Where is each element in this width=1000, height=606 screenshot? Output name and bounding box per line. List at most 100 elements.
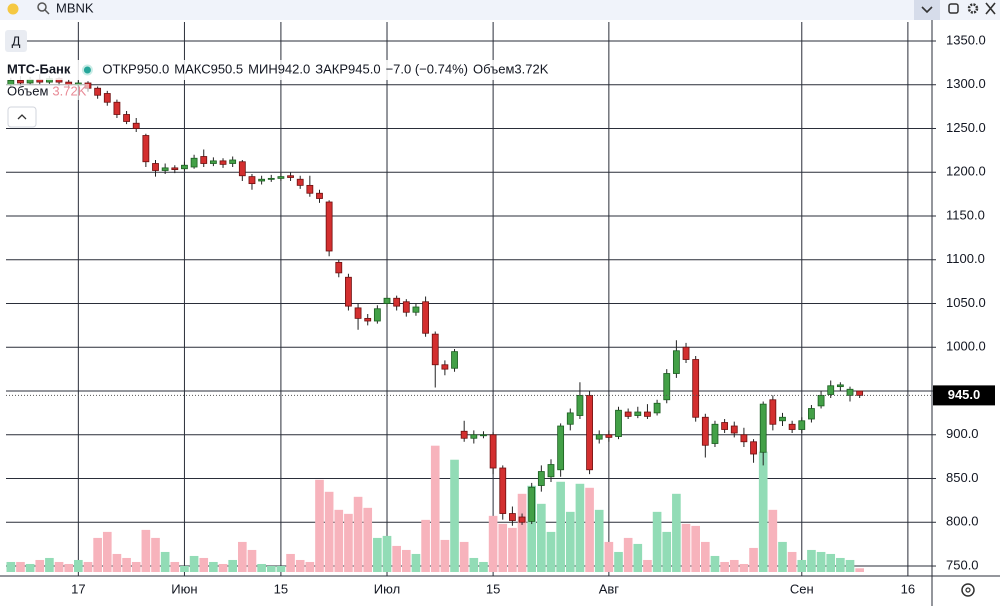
- candle-body: [335, 261, 343, 274]
- x-tick-label: 15: [486, 581, 500, 596]
- search-icon[interactable]: [37, 2, 47, 12]
- candle-body: [229, 159, 237, 164]
- legend-title: МТС-Банк: [7, 61, 71, 76]
- volume-bar: [681, 523, 691, 572]
- volume-bar: [401, 549, 411, 572]
- search-text[interactable]: MBNK: [56, 0, 94, 15]
- volume-bar: [411, 553, 421, 572]
- legend-label: МИН: [248, 61, 278, 76]
- legend-change: −7.0 (−0.74%): [386, 61, 468, 76]
- volume-bar: [517, 493, 527, 572]
- volume-bar: [45, 557, 54, 572]
- y-tick-label: 1250.0: [946, 120, 986, 135]
- status-dot: [7, 3, 19, 15]
- volume-bar: [93, 537, 102, 572]
- candle-body: [103, 93, 111, 103]
- candle-body: [509, 513, 516, 521]
- volume-bar: [729, 559, 739, 572]
- candle-body: [827, 385, 835, 395]
- volume-bar: [662, 531, 672, 572]
- last-price-box: [933, 385, 995, 406]
- volume-bar: [643, 559, 652, 572]
- candle-body: [123, 114, 130, 122]
- interval-button[interactable]: [5, 30, 27, 52]
- volume-bar: [102, 531, 112, 572]
- y-tick-label: 1100.0: [946, 251, 985, 266]
- volume-bar: [122, 557, 131, 572]
- candle-body: [393, 297, 401, 307]
- volume-bar: [450, 459, 459, 572]
- volume-bar: [845, 559, 855, 572]
- volume-bar: [83, 561, 93, 572]
- candle-body: [701, 416, 709, 446]
- candle-body: [152, 163, 159, 171]
- legend-bg: [4, 60, 564, 80]
- top-bar-bg: [0, 0, 1000, 20]
- legend-label: МАКС: [174, 61, 210, 76]
- legend-label: ОТКР: [102, 61, 136, 76]
- candle-body: [692, 359, 700, 418]
- volume-bar: [16, 561, 25, 572]
- y-tick-label: 1050.0: [946, 295, 986, 310]
- volume-bar: [691, 525, 700, 572]
- volume-bar: [594, 509, 604, 572]
- volume-bar: [614, 551, 623, 572]
- candle-body: [383, 297, 391, 304]
- candle-body: [132, 122, 140, 129]
- volume-bar: [170, 561, 180, 572]
- x-tick-label: Июн: [171, 581, 197, 596]
- x-tick-label: 17: [71, 581, 85, 596]
- volume-bar: [488, 515, 498, 572]
- volume-bar: [189, 555, 199, 572]
- window-icon[interactable]: [948, 3, 959, 14]
- volume-bar: [797, 559, 807, 572]
- candle-body: [354, 307, 362, 319]
- volume-bar: [836, 557, 845, 572]
- candle-body: [846, 388, 854, 396]
- candle-body: [653, 402, 661, 414]
- volume-bar: [498, 523, 508, 572]
- interval-label[interactable]: Д: [12, 33, 21, 48]
- candle-body: [171, 167, 179, 171]
- volume-bar: [749, 547, 758, 572]
- close-icon[interactable]: [985, 2, 996, 15]
- candle-body: [190, 157, 198, 168]
- volume-bar: [199, 557, 209, 572]
- axis-settings-icon[interactable]: [961, 583, 975, 597]
- volume-bar: [430, 445, 440, 572]
- candle-body: [422, 301, 429, 334]
- y-tick-label: 800.0: [946, 514, 979, 529]
- volume-bar: [247, 549, 257, 572]
- candle-body: [17, 79, 24, 84]
- settings-icon[interactable]: [967, 3, 979, 14]
- legend-value: 950.5: [211, 61, 244, 76]
- volume-bar: [787, 551, 797, 572]
- candle-body: [238, 161, 246, 177]
- volume-bar: [807, 549, 816, 572]
- candle-body: [798, 420, 806, 430]
- volume-bar: [382, 535, 392, 572]
- candle-body: [412, 306, 420, 313]
- x-tick-label: 15: [274, 581, 288, 596]
- candle-body: [595, 434, 603, 440]
- volume-bar: [816, 551, 826, 572]
- candle-body: [856, 390, 864, 396]
- collapse-button[interactable]: [7, 106, 37, 128]
- volume-bar: [228, 559, 237, 572]
- candle-body: [711, 423, 719, 444]
- candle-body: [248, 176, 256, 185]
- x-tick-label: 16: [901, 581, 915, 596]
- volume-bar: [373, 537, 382, 572]
- volume-bar: [218, 563, 228, 572]
- candle-body: [537, 471, 545, 486]
- volume-legend-value: 3.72K: [52, 83, 86, 98]
- volume-bar: [546, 531, 556, 572]
- dropdown-button[interactable]: [914, 0, 940, 20]
- volume-bar: [74, 559, 83, 572]
- candle-body: [451, 351, 458, 369]
- candle-body: [644, 411, 651, 417]
- candle-body: [402, 301, 410, 313]
- candle-body: [325, 201, 333, 252]
